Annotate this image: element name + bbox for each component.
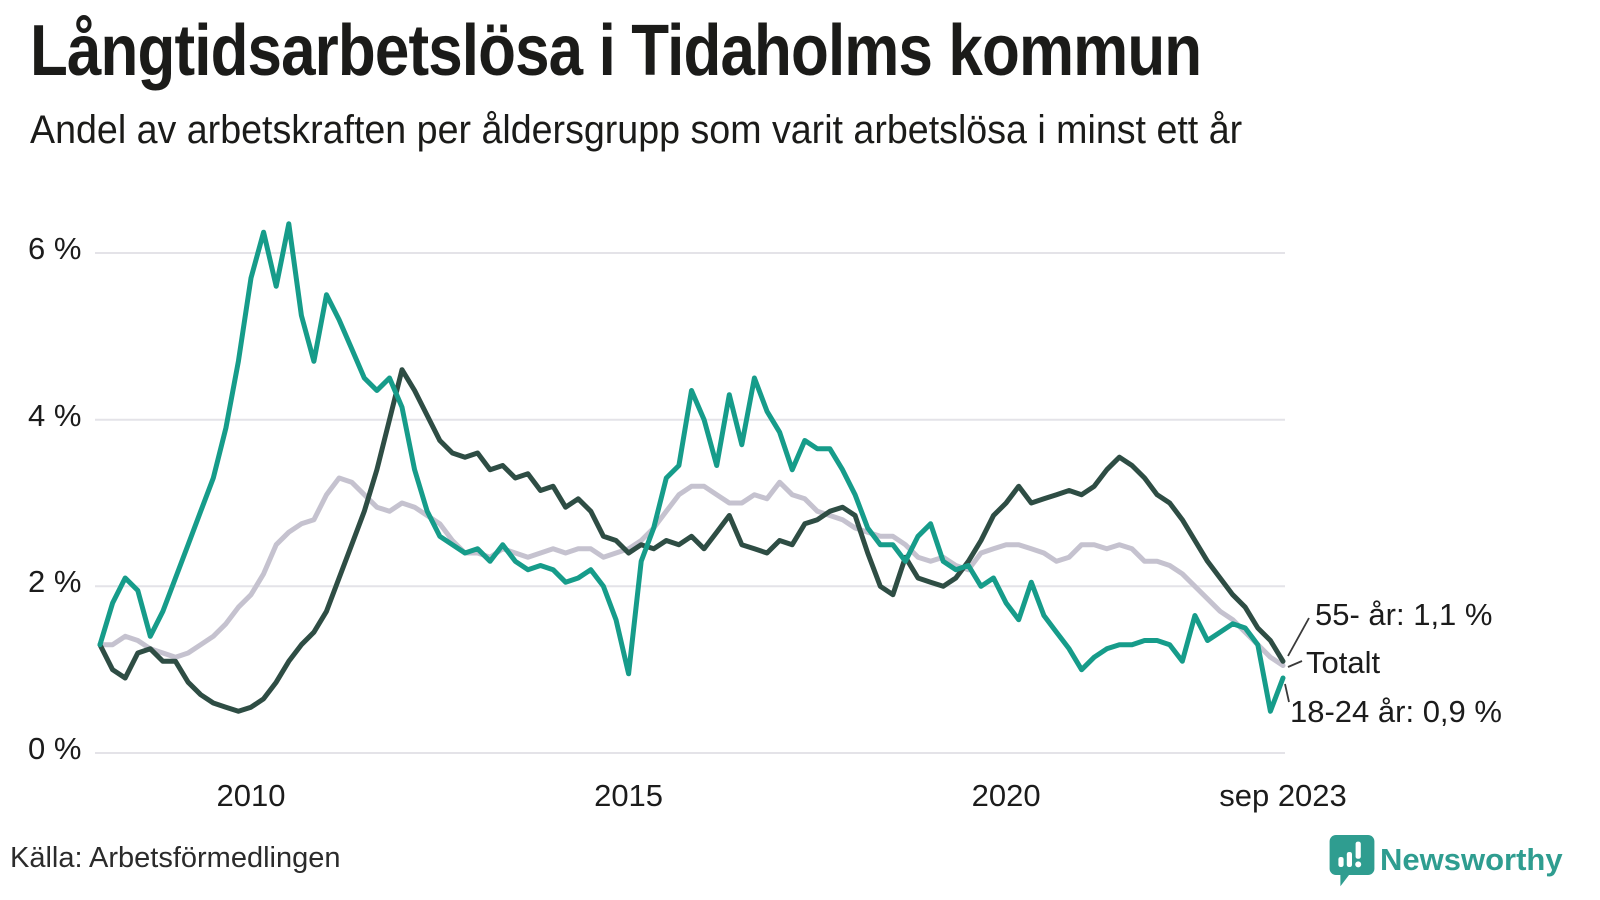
x-axis-label: 2020: [971, 778, 1041, 813]
leader-55-line: [1287, 617, 1310, 657]
chart-subtitle: Andel av arbetskraften per åldersgrupp s…: [30, 108, 1243, 152]
series-lines: [97, 221, 1286, 714]
x-axis-label: 2010: [216, 778, 286, 813]
y-axis-label: 4 %: [28, 397, 82, 433]
x-axis-label: sep 2023: [1219, 778, 1347, 813]
end-label-18-24: 18-24 år: 0,9 %: [1290, 694, 1502, 729]
y-axis-label: 2 %: [28, 564, 82, 600]
brand-name: Newsworthy: [1380, 842, 1563, 877]
x-axis-label: 2015: [594, 778, 664, 813]
page-title: Långtidsarbetslösa i Tidaholms kommun: [30, 11, 1202, 91]
gridlines: [95, 252, 1285, 754]
series-line-Totalt: [97, 475, 1286, 668]
newsworthy-logo-icon: [1329, 835, 1375, 887]
y-axis-label: 6 %: [28, 231, 82, 266]
label-leader-lines: [1284, 617, 1310, 703]
y-axis-label: 0 %: [28, 731, 82, 766]
series-line-18-24 år: [97, 221, 1286, 714]
end-label-55: 55- år: 1,1 %: [1315, 597, 1493, 632]
leader-totalt-line: [1287, 660, 1303, 668]
series-line-55- år: [97, 367, 1286, 714]
leader-18-24-line: [1284, 683, 1290, 703]
end-label-totalt: Totalt: [1306, 645, 1381, 680]
source-note: Källa: Arbetsförmedlingen: [10, 842, 341, 874]
